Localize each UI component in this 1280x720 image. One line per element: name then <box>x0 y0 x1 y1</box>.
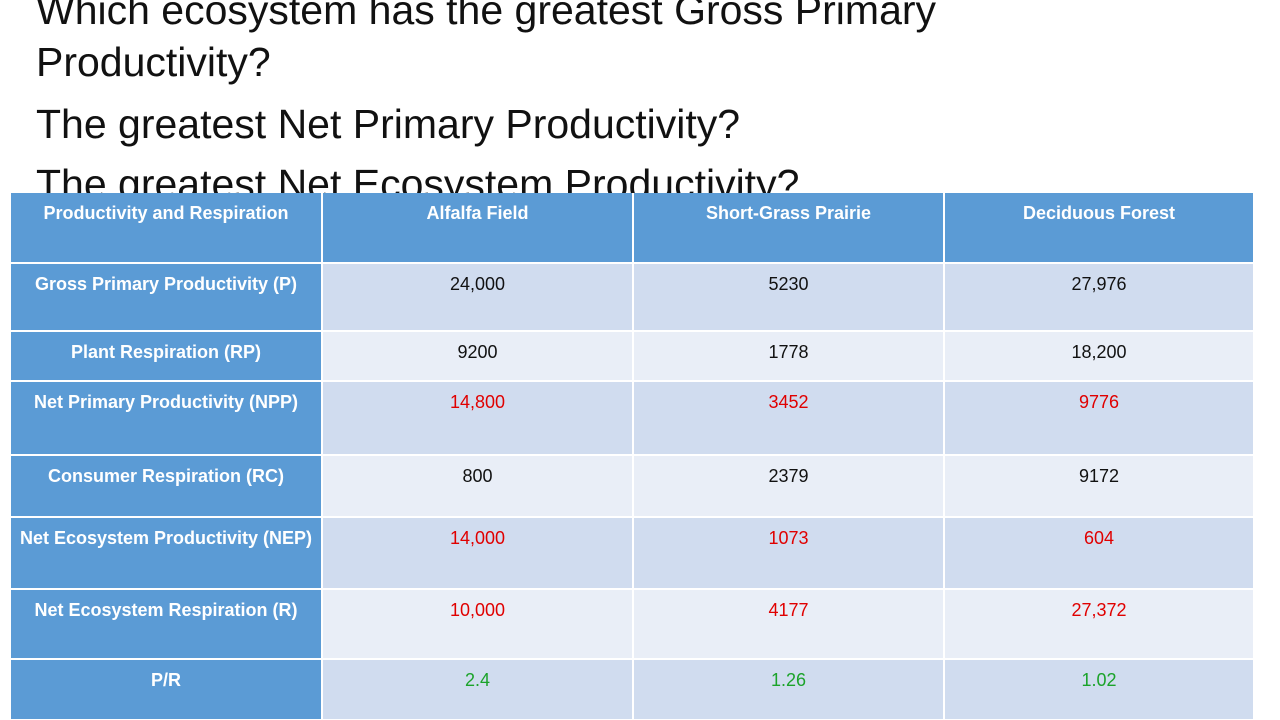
cell-prairie-nep: 1073 <box>633 517 945 590</box>
table-row: Net Ecosystem Respiration (R) 10,000 417… <box>11 589 1255 660</box>
row-label-npp: Net Primary Productivity (NPP) <box>11 381 323 456</box>
table-header-row: Productivity and Respiration Alfalfa Fie… <box>11 193 1255 264</box>
table-row: Consumer Respiration (RC) 800 2379 9172 <box>11 455 1255 518</box>
cell-forest-nep: 604 <box>944 517 1255 590</box>
cell-alfalfa-rc: 800 <box>322 455 634 518</box>
productivity-table: Productivity and Respiration Alfalfa Fie… <box>11 193 1255 720</box>
cell-alfalfa-pr: 2.4 <box>322 659 634 720</box>
cell-forest-r: 27,372 <box>944 589 1255 660</box>
row-label-rp: Plant Respiration (RP) <box>11 331 323 382</box>
cell-prairie-rp: 1778 <box>633 331 945 382</box>
cell-alfalfa-rp: 9200 <box>322 331 634 382</box>
table-row: Gross Primary Productivity (P) 24,000 52… <box>11 263 1255 332</box>
title-line-1: Which ecosystem has the greatest Gross P… <box>36 0 937 33</box>
row-label-rc: Consumer Respiration (RC) <box>11 455 323 518</box>
row-label-pr: P/R <box>11 659 323 720</box>
table-row: Plant Respiration (RP) 9200 1778 18,200 <box>11 331 1255 382</box>
title-line-3: The greatest Net Primary Productivity? <box>36 101 741 147</box>
table-row: Net Ecosystem Productivity (NEP) 14,000 … <box>11 517 1255 590</box>
cell-alfalfa-npp: 14,800 <box>322 381 634 456</box>
header-productivity-respiration: Productivity and Respiration <box>11 193 323 264</box>
cell-alfalfa-nep: 14,000 <box>322 517 634 590</box>
cell-prairie-gpp: 5230 <box>633 263 945 332</box>
header-alfalfa-field: Alfalfa Field <box>322 193 634 264</box>
cell-prairie-rc: 2379 <box>633 455 945 518</box>
cell-prairie-pr: 1.26 <box>633 659 945 720</box>
table-row: Net Primary Productivity (NPP) 14,800 34… <box>11 381 1255 456</box>
cell-forest-pr: 1.02 <box>944 659 1255 720</box>
cell-forest-npp: 9776 <box>944 381 1255 456</box>
header-deciduous-forest: Deciduous Forest <box>944 193 1255 264</box>
header-short-grass-prairie: Short-Grass Prairie <box>633 193 945 264</box>
cell-alfalfa-gpp: 24,000 <box>322 263 634 332</box>
row-label-r: Net Ecosystem Respiration (R) <box>11 589 323 660</box>
cell-alfalfa-r: 10,000 <box>322 589 634 660</box>
row-label-nep: Net Ecosystem Productivity (NEP) <box>11 517 323 590</box>
cell-forest-rp: 18,200 <box>944 331 1255 382</box>
slide-title: Which ecosystem has the greatest Gross P… <box>36 0 1256 210</box>
cell-prairie-r: 4177 <box>633 589 945 660</box>
cell-forest-rc: 9172 <box>944 455 1255 518</box>
row-label-gpp: Gross Primary Productivity (P) <box>11 263 323 332</box>
table-row: P/R 2.4 1.26 1.02 <box>11 659 1255 720</box>
cell-prairie-npp: 3452 <box>633 381 945 456</box>
title-line-2: Productivity? <box>36 39 271 85</box>
cell-forest-gpp: 27,976 <box>944 263 1255 332</box>
